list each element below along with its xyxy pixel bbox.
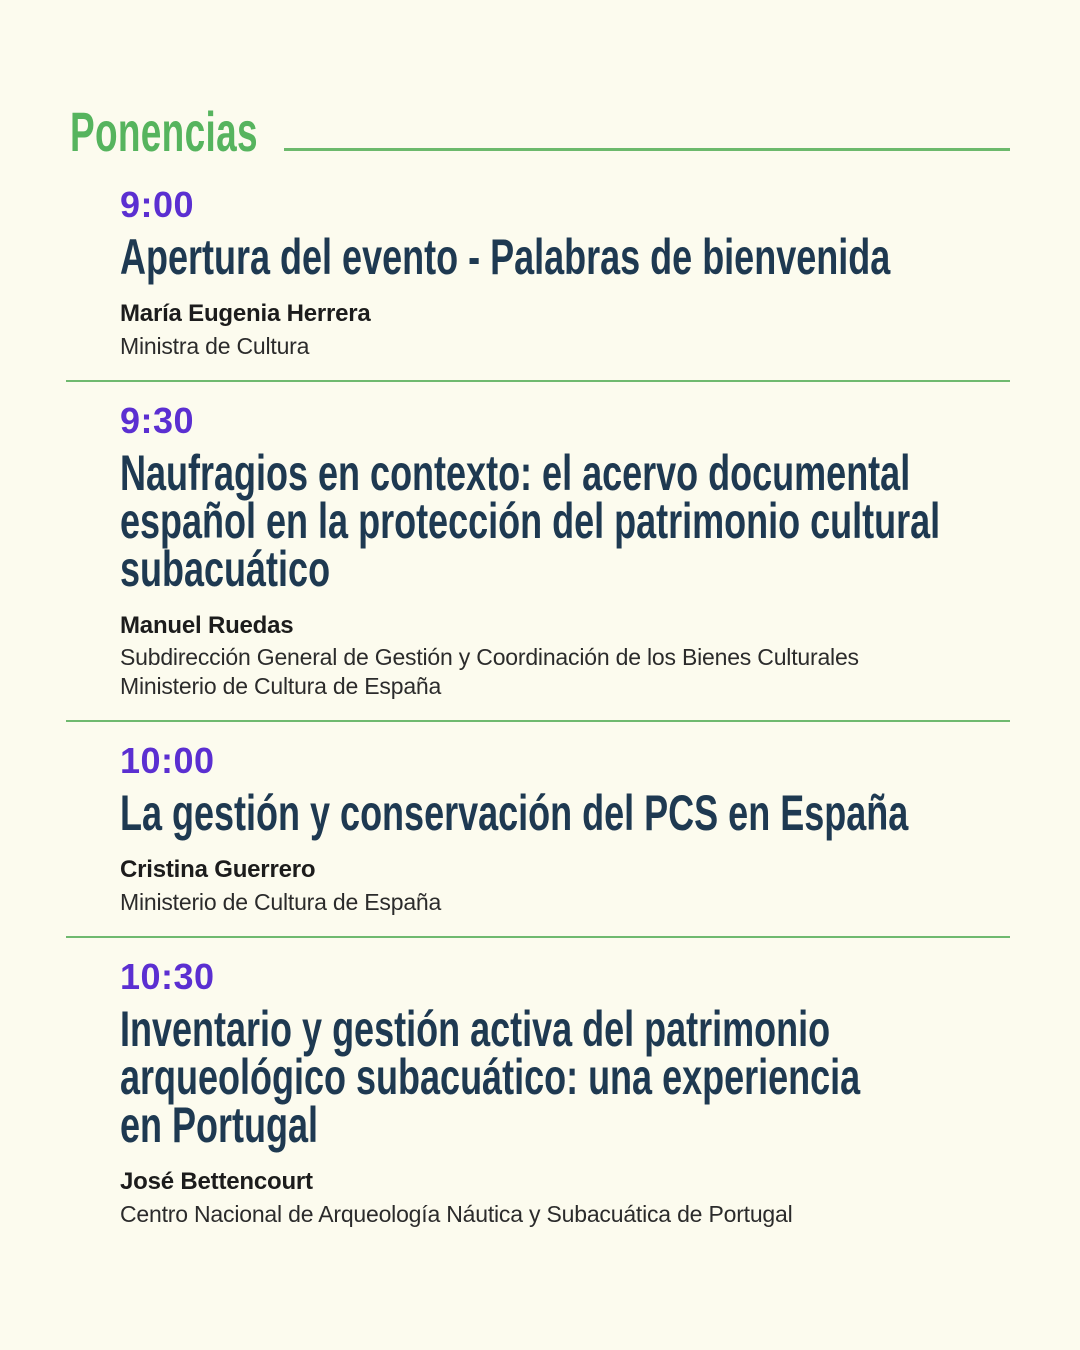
session-time: 10:00	[120, 740, 215, 782]
speaker-affiliation: Centro Nacional de Arqueología Náutica y…	[120, 1200, 793, 1227]
speaker-name: Manuel Ruedas	[120, 611, 294, 639]
session-divider	[66, 720, 1010, 723]
session-divider	[66, 935, 1010, 938]
speaker-affiliation: Ministerio de Cultura de España	[120, 672, 442, 699]
speaker-name: María Eugenia Herrera	[120, 299, 371, 327]
page-header: Ponencias	[70, 104, 1010, 160]
session-title: Inventario y gestión activa del patrimon…	[120, 1000, 861, 1153]
session-title: La gestión y conservación del PCS en Esp…	[120, 784, 909, 841]
session-title: Apertura del evento - Palabras de bienve…	[120, 228, 891, 285]
speaker-affiliation: Ministerio de Cultura de España	[120, 888, 442, 915]
speaker-affiliation: Subdirección General de Gestión y Coordi…	[120, 644, 859, 671]
session-title: Naufragios en contexto: el acervo docume…	[120, 444, 941, 597]
speaker-affiliation: Ministra de Cultura	[120, 332, 310, 359]
session-item: 9:00 Apertura del evento - Palabras de b…	[120, 166, 1010, 380]
session-divider	[66, 379, 1010, 382]
session-time: 9:00	[120, 184, 195, 225]
session-time: 10:30	[120, 955, 215, 997]
speaker-name: José Bettencourt	[120, 1167, 313, 1195]
page-title-text: Ponencias	[70, 100, 258, 163]
session-item: 10:00 La gestión y conservación del PCS …	[120, 722, 1010, 936]
page-title: Ponencias	[70, 104, 262, 160]
session-item: 10:30 Inventario y gestión activa del pa…	[120, 938, 1010, 1248]
session-time: 9:30	[120, 399, 195, 441]
session-list: 9:00 Apertura del evento - Palabras de b…	[66, 166, 1010, 1248]
session-item: 9:30 Naufragios en contexto: el acervo d…	[120, 382, 1010, 720]
title-underline	[284, 148, 1010, 151]
speaker-name: Cristina Guerrero	[120, 855, 316, 883]
